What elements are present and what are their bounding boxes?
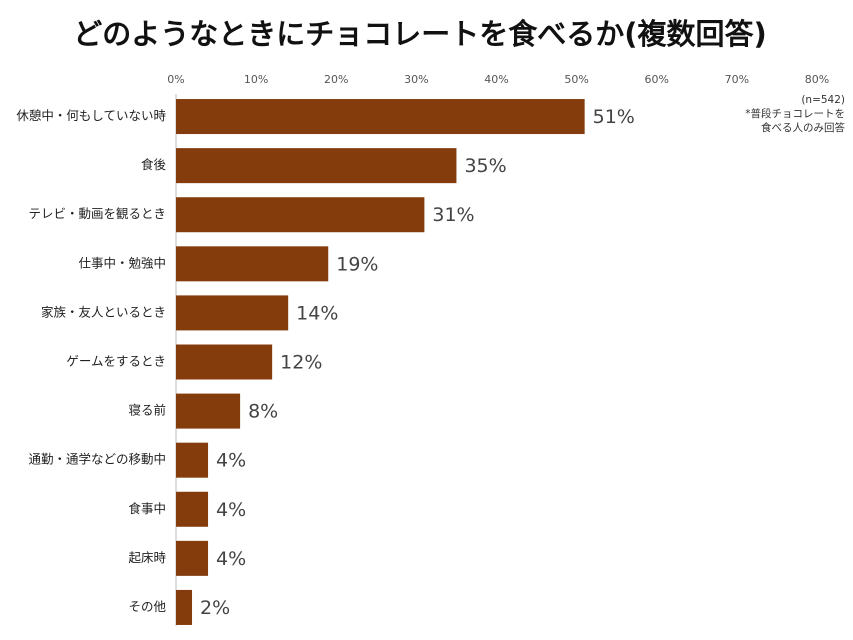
bar xyxy=(176,540,209,576)
bar xyxy=(176,344,273,380)
value-label: 51% xyxy=(593,106,635,128)
x-tick-label: 0% xyxy=(167,73,184,86)
y-tick-label: ゲームをするとき xyxy=(66,354,166,369)
bar xyxy=(176,295,289,331)
y-tick-label: 起床時 xyxy=(128,550,166,565)
bar xyxy=(176,197,425,233)
value-label: 4% xyxy=(216,548,246,570)
value-label: 19% xyxy=(336,253,378,275)
chart-title: どのようなときにチョコレートを食べるか(複数回答) xyxy=(73,17,767,51)
y-tick-label: 家族・友人といるとき xyxy=(41,304,166,319)
bar xyxy=(176,99,585,135)
x-tick-label: 40% xyxy=(484,73,508,86)
bar xyxy=(176,148,457,184)
y-tick-label: テレビ・動画を観るとき xyxy=(28,206,166,221)
x-tick-label: 30% xyxy=(404,73,428,86)
value-label: 8% xyxy=(248,401,278,423)
x-tick-label: 80% xyxy=(805,73,829,86)
x-tick-label: 60% xyxy=(645,73,669,86)
y-tick-label: 食後 xyxy=(141,157,167,172)
value-label: 35% xyxy=(464,155,506,177)
value-label: 31% xyxy=(432,204,474,226)
x-tick-label: 50% xyxy=(564,73,588,86)
x-tick-label: 10% xyxy=(244,73,268,86)
y-tick-label: 休憩中・何もしていない時 xyxy=(16,108,166,123)
x-tick-label: 70% xyxy=(725,73,749,86)
value-label: 4% xyxy=(216,499,246,521)
bar xyxy=(176,393,241,429)
value-label: 14% xyxy=(296,302,338,324)
annotation: (n=542) xyxy=(801,94,845,106)
bar xyxy=(176,442,209,478)
value-label: 2% xyxy=(200,597,230,619)
annotation: 食べる人のみ回答 xyxy=(761,121,845,134)
value-label: 12% xyxy=(280,352,322,374)
y-tick-label: 通勤・通学などの移動中 xyxy=(28,452,166,467)
y-tick-label: 寝る前 xyxy=(128,403,166,418)
bar xyxy=(176,491,209,527)
bar xyxy=(176,589,193,625)
x-tick-label: 20% xyxy=(324,73,348,86)
annotation: *普段チョコレートを xyxy=(745,107,845,120)
y-tick-label: 仕事中・勉強中 xyxy=(78,255,166,270)
y-tick-label: その他 xyxy=(128,599,166,614)
bar xyxy=(176,246,329,282)
value-label: 4% xyxy=(216,450,246,472)
y-tick-label: 食事中 xyxy=(128,501,166,516)
